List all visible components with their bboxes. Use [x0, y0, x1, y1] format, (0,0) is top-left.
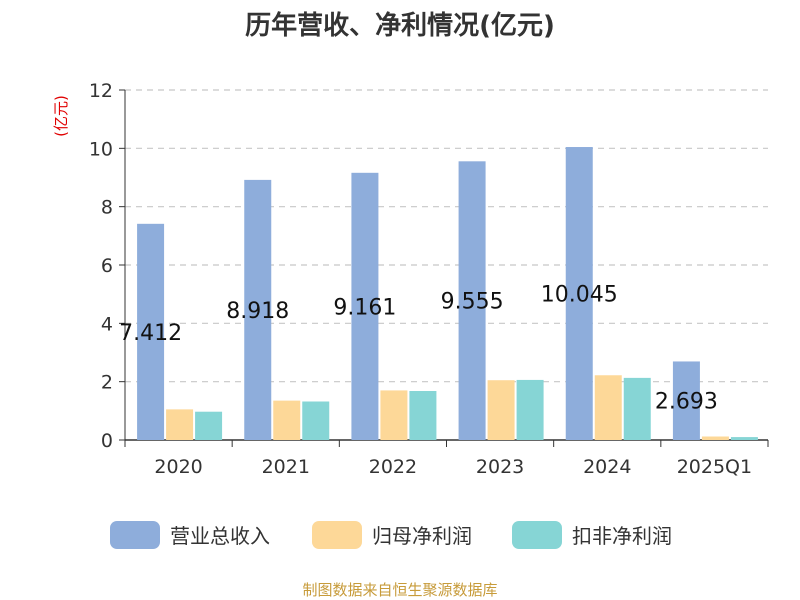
- x-tick-label: 2021: [262, 456, 310, 478]
- data-label: 7.412: [119, 321, 182, 346]
- x-tick-label: 2020: [154, 456, 202, 478]
- bar: [516, 379, 544, 440]
- y-tick-label: 12: [89, 80, 113, 102]
- y-axis-unit-label: (亿元): [52, 95, 70, 137]
- bar: [351, 172, 379, 440]
- legend: 营业总收入 归母净利润 扣非净利润: [110, 521, 672, 549]
- data-labels: 7.412 8.918 9.161 9.555 10.045 2.693: [119, 283, 718, 415]
- x-tick-label: 2022: [369, 456, 417, 478]
- y-tick-label: 6: [101, 255, 113, 277]
- legend-swatch: [110, 521, 160, 549]
- bar: [672, 361, 700, 440]
- x-tick-label: 2023: [476, 456, 524, 478]
- bar: [487, 380, 515, 440]
- x-tick-label: 2024: [583, 456, 631, 478]
- bar: [273, 400, 301, 440]
- legend-swatch: [312, 521, 362, 549]
- bar: [195, 411, 223, 440]
- bar: [244, 179, 272, 440]
- data-label: 9.161: [333, 295, 396, 320]
- bar: [409, 391, 437, 440]
- axes: 0 2 4 6 8 10 12 2020 2021 2022 2023 2024 2025Q1: [89, 80, 769, 478]
- data-label: 2.693: [655, 390, 718, 415]
- bar: [623, 377, 651, 440]
- bar: [302, 401, 330, 440]
- data-label: 9.555: [441, 290, 504, 315]
- y-tick-label: 2: [101, 372, 113, 394]
- bar: [166, 409, 194, 440]
- bar: [137, 223, 165, 440]
- data-label: 10.045: [541, 283, 618, 308]
- bar: [565, 147, 593, 441]
- data-source-note: 制图数据来自恒生聚源数据库: [302, 581, 497, 599]
- y-tick-label: 10: [89, 138, 113, 160]
- legend-label: 归母净利润: [372, 524, 472, 548]
- legend-swatch: [512, 521, 562, 549]
- bars: [137, 147, 758, 441]
- chart-title: 历年营收、净利情况(亿元): [245, 10, 555, 41]
- x-tick-label: 2025Q1: [677, 456, 752, 478]
- legend-label: 营业总收入: [170, 524, 270, 548]
- bar: [380, 390, 408, 440]
- y-tick-label: 0: [101, 430, 113, 452]
- bar: [701, 436, 729, 440]
- y-tick-label: 8: [101, 197, 113, 219]
- bar: [458, 161, 486, 440]
- bar: [594, 375, 622, 440]
- legend-label: 扣非净利润: [572, 524, 672, 548]
- bar: [730, 437, 758, 440]
- data-label: 8.918: [226, 299, 289, 324]
- gridlines: [125, 89, 768, 383]
- y-tick-label: 4: [101, 313, 113, 335]
